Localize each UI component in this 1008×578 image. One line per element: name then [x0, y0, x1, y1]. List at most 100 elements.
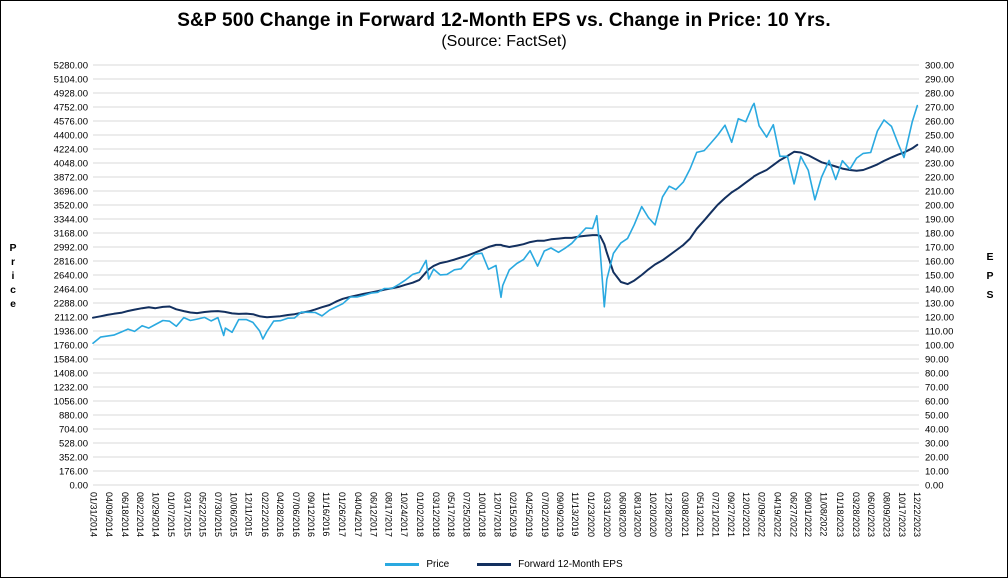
x-tick-label: 08/17/2017	[384, 492, 394, 537]
x-tick-label: 12/07/2018	[492, 492, 502, 537]
x-tick-label: 01/02/2018	[415, 492, 425, 537]
y-left-tick-label: 4224.00	[54, 145, 88, 156]
y-right-tick-label: 60.00	[925, 397, 949, 408]
legend-item-eps: Forward 12-Month EPS	[477, 559, 623, 570]
y-left-tick-label: 0.00	[70, 481, 89, 492]
x-tick-label: 09/01/2022	[803, 492, 813, 537]
y-left-tick-label: 704.00	[59, 425, 88, 436]
y-left-tick-label: 3520.00	[54, 201, 88, 212]
y-right-tick-label: 300.00	[925, 61, 954, 72]
y-right-tick-label: 230.00	[925, 159, 954, 170]
price-axis-title-letter: i	[12, 270, 15, 282]
price-axis-title-letter: r	[11, 256, 15, 268]
y-left-tick-label: 5280.00	[54, 61, 88, 72]
x-tick-label: 11/08/2022	[819, 492, 829, 536]
y-right-tick-label: 270.00	[925, 103, 954, 114]
price-axis-title-letter: c	[10, 284, 16, 296]
x-tick-label: 02/22/2016	[260, 492, 270, 537]
x-tick-label: 11/16/2016	[321, 492, 331, 536]
y-right-tick-label: 150.00	[925, 271, 954, 282]
x-tick-label: 12/02/2021	[741, 492, 751, 537]
y-left-tick-label: 5104.00	[54, 75, 88, 86]
y-left-tick-label: 3872.00	[54, 173, 88, 184]
x-tick-label: 02/09/2022	[756, 492, 766, 537]
y-right-tick-label: 40.00	[925, 425, 949, 436]
legend-label-price: Price	[426, 559, 450, 570]
y-right-tick-label: 160.00	[925, 257, 954, 268]
x-tick-label: 04/04/2017	[353, 492, 363, 537]
y-right-tick-label: 220.00	[925, 173, 954, 184]
y-left-tick-label: 880.00	[59, 411, 88, 422]
y-left-tick-label: 2464.00	[54, 285, 88, 296]
y-right-tick-label: 180.00	[925, 229, 954, 240]
x-tick-label: 01/18/2023	[835, 492, 845, 537]
y-right-tick-label: 240.00	[925, 145, 954, 156]
x-tick-label: 08/22/2014	[135, 492, 145, 537]
x-tick-label: 04/28/2016	[275, 492, 285, 537]
x-tick-label: 03/28/2023	[851, 492, 861, 537]
x-tick-label: 07/21/2021	[711, 492, 721, 537]
y-left-tick-label: 3696.00	[54, 187, 88, 198]
x-tick-label: 08/13/2020	[632, 492, 642, 537]
y-right-tick-label: 0.00	[925, 481, 944, 492]
legend: Price Forward 12-Month EPS	[1, 559, 1007, 570]
x-tick-label: 06/12/2017	[369, 492, 379, 537]
x-tick-label: 02/15/2019	[508, 492, 518, 537]
y-right-tick-label: 280.00	[925, 89, 954, 100]
x-tick-label: 11/13/2019	[570, 492, 580, 536]
x-tick-label: 04/25/2019	[524, 492, 534, 537]
x-tick-label: 10/17/2023	[897, 492, 907, 537]
price-line	[92, 102, 919, 344]
y-right-tick-label: 170.00	[925, 243, 954, 254]
x-tick-label: 06/08/2020	[617, 492, 627, 537]
y-right-tick-label: 70.00	[925, 383, 949, 394]
x-tick-label: 06/27/2022	[788, 492, 798, 537]
x-tick-label: 05/22/2015	[197, 492, 207, 537]
y-right-tick-label: 50.00	[925, 411, 949, 422]
y-left-tick-label: 4576.00	[54, 117, 88, 128]
x-tick-label: 04/09/2014	[104, 492, 114, 537]
y-left-tick-label: 4928.00	[54, 89, 88, 100]
x-tick-label: 05/13/2021	[695, 492, 705, 537]
x-tick-label: 04/19/2022	[773, 492, 783, 537]
x-tick-label: 10/29/2014	[150, 492, 160, 537]
y-right-tick-label: 120.00	[925, 313, 954, 324]
x-tick-label: 10/06/2015	[228, 492, 238, 537]
y-left-tick-label: 2992.00	[54, 243, 88, 254]
y-left-tick-label: 1584.00	[54, 355, 88, 366]
x-tick-label: 01/26/2017	[337, 492, 347, 537]
x-tick-label: 07/02/2019	[540, 492, 550, 537]
y-left-tick-label: 3344.00	[54, 215, 88, 226]
x-tick-label: 12/28/2020	[664, 492, 674, 537]
x-tick-label: 01/31/2014	[88, 492, 98, 537]
x-tick-label: 09/09/2019	[555, 492, 565, 537]
y-right-tick-label: 30.00	[925, 439, 949, 450]
eps-axis-title-letter: S	[986, 289, 993, 301]
y-right-tick-label: 20.00	[925, 453, 949, 464]
x-tick-label: 03/17/2015	[182, 492, 192, 537]
x-tick-label: 05/17/2018	[446, 492, 456, 537]
chart-title: S&P 500 Change in Forward 12-Month EPS v…	[177, 10, 831, 31]
eps-axis-title-letter: E	[986, 251, 993, 263]
y-right-tick-label: 200.00	[925, 201, 954, 212]
x-tick-label: 10/24/2017	[399, 492, 409, 537]
y-left-tick-label: 1056.00	[54, 397, 88, 408]
eps-axis-title-letter: P	[986, 270, 993, 282]
y-right-tick-label: 10.00	[925, 467, 949, 478]
x-tick-label: 10/20/2020	[648, 492, 658, 537]
x-tick-label: 12/11/2015	[243, 492, 253, 536]
x-tick-label: 06/18/2014	[120, 492, 130, 537]
y-left-tick-label: 2288.00	[54, 299, 88, 310]
y-left-tick-label: 352.00	[59, 453, 88, 464]
y-left-tick-label: 1232.00	[54, 383, 88, 394]
y-right-tick-label: 80.00	[925, 369, 949, 380]
x-tick-label: 06/02/2023	[866, 492, 876, 537]
x-tick-label: 12/22/2023	[912, 492, 922, 537]
x-tick-label: 08/09/2023	[881, 492, 891, 537]
y-left-tick-label: 4048.00	[54, 159, 88, 170]
eps-line-swatch	[477, 563, 512, 566]
y-right-tick-label: 210.00	[925, 187, 954, 198]
x-tick-label: 03/08/2021	[680, 492, 690, 537]
price-axis-title-letter: e	[10, 298, 16, 310]
